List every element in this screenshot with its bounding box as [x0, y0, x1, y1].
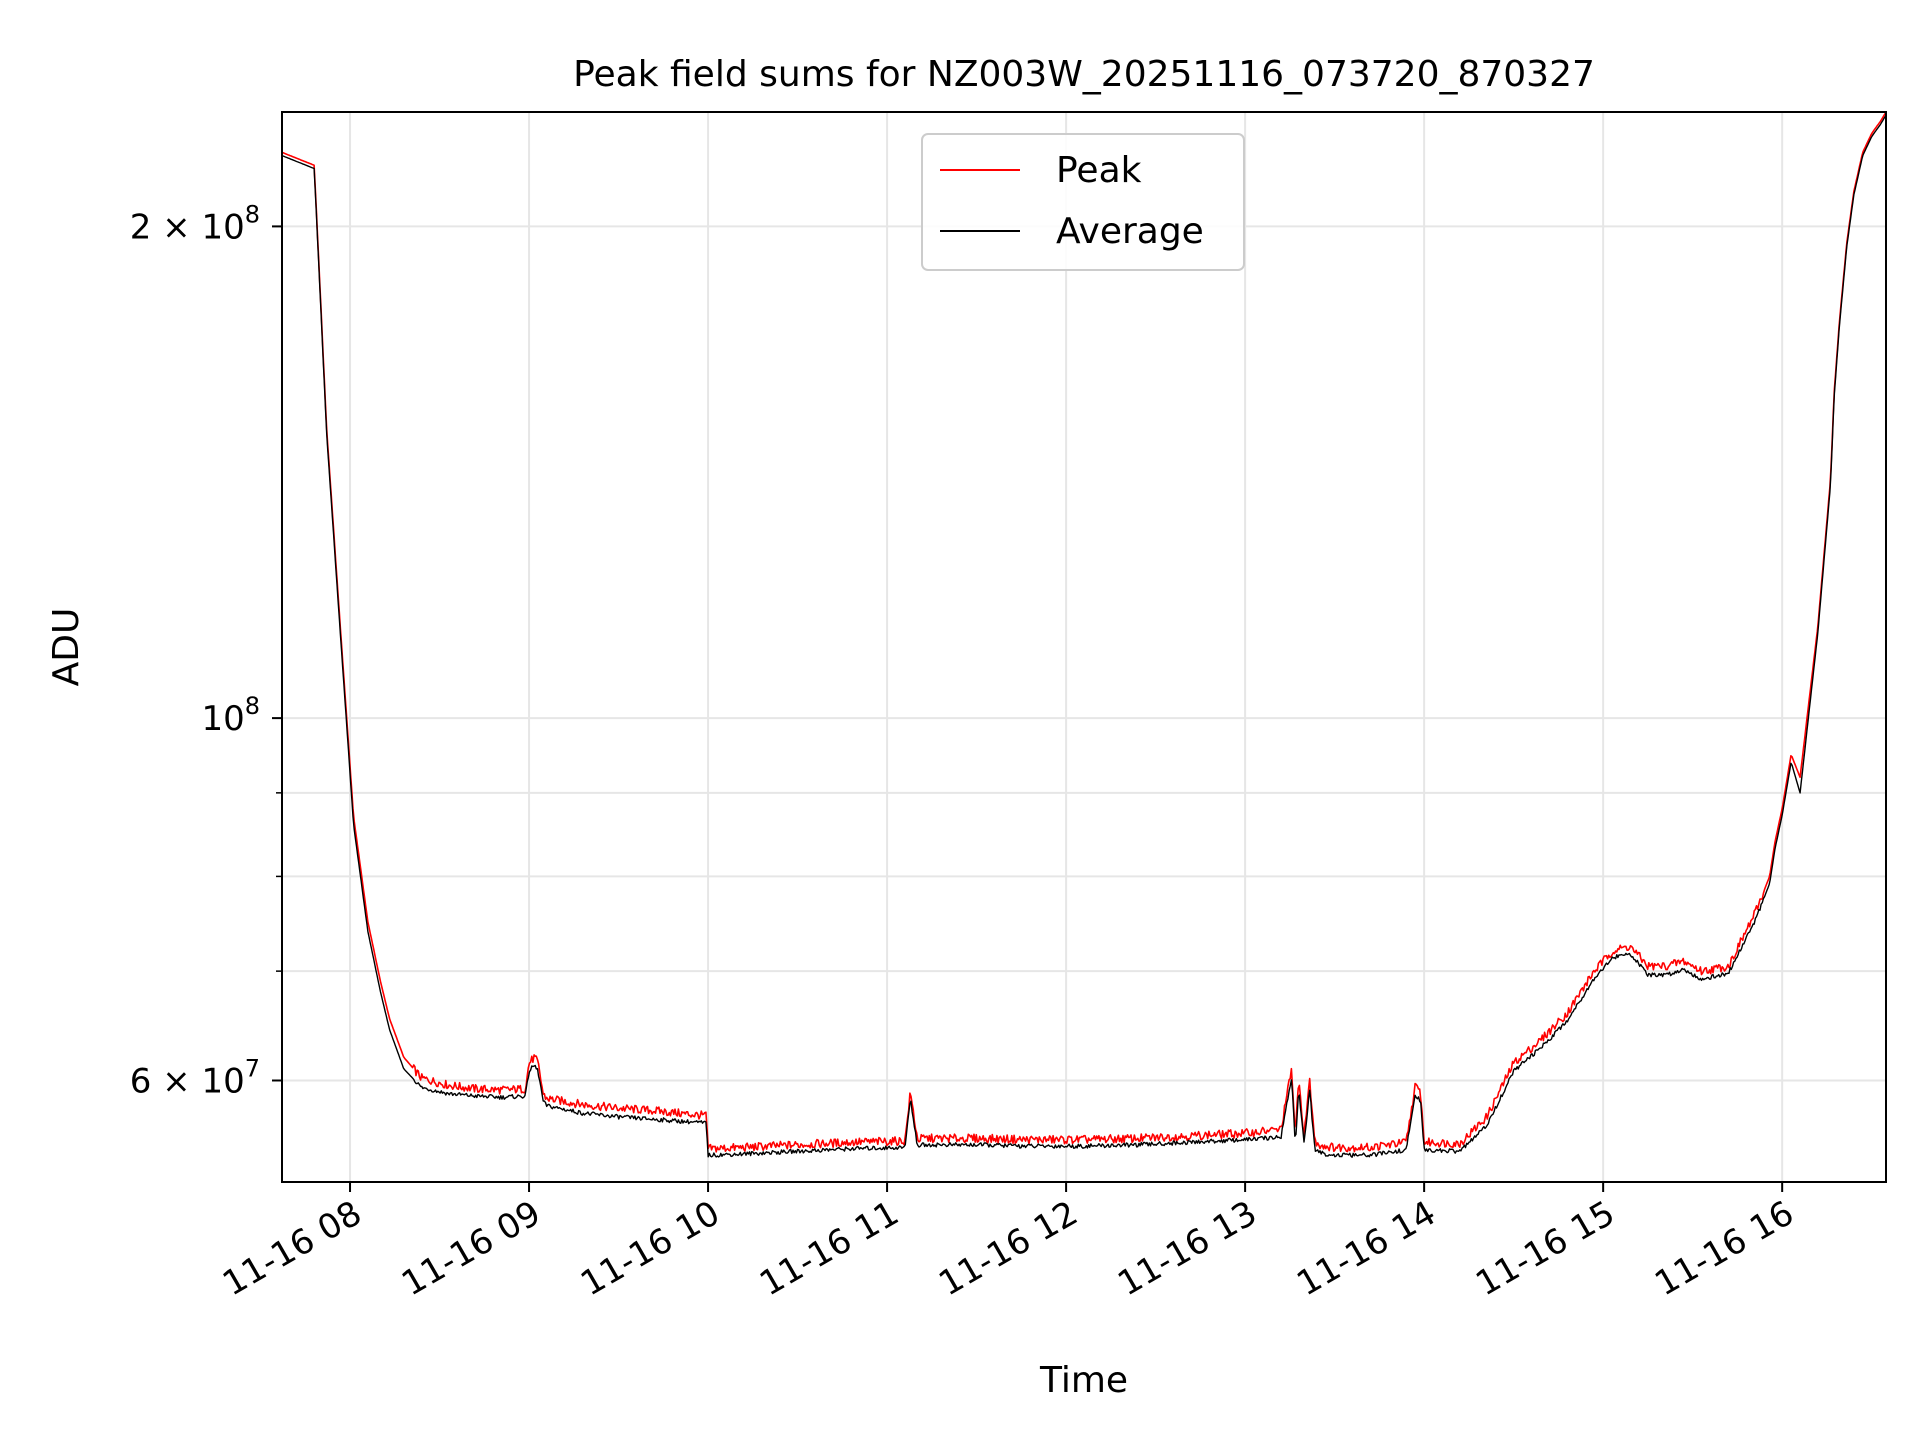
- series-line-average: [282, 114, 1886, 1158]
- legend: Peak Average: [921, 133, 1245, 271]
- y-tick-mantissa: 2 × 10: [130, 207, 245, 247]
- plot-frame: [281, 111, 1887, 1183]
- grid: [282, 112, 1886, 1182]
- series-line-peak: [282, 112, 1886, 1153]
- chart-title: Peak field sums for NZ003W_20251116_0737…: [573, 54, 1595, 95]
- y-tick-label: 2 × 108: [130, 200, 260, 247]
- x-axis-label: Time: [1039, 1360, 1128, 1401]
- legend-average-label: Average: [1056, 211, 1204, 252]
- y-tick-mantissa: 6 × 10: [130, 1061, 245, 1101]
- y-tick-exponent: 8: [245, 692, 260, 720]
- y-axis-label: ADU: [46, 608, 87, 687]
- legend-box: [921, 133, 1245, 271]
- y-tick-exponent: 7: [245, 1054, 260, 1082]
- legend-peak-label: Peak: [1056, 150, 1142, 191]
- y-tick-label: 6 × 107: [130, 1054, 260, 1101]
- y-tick-mantissa: 10: [201, 699, 244, 739]
- y-tick-exponent: 8: [245, 200, 260, 228]
- y-tick-label: 108: [201, 692, 260, 739]
- series-layer: [282, 112, 1886, 1158]
